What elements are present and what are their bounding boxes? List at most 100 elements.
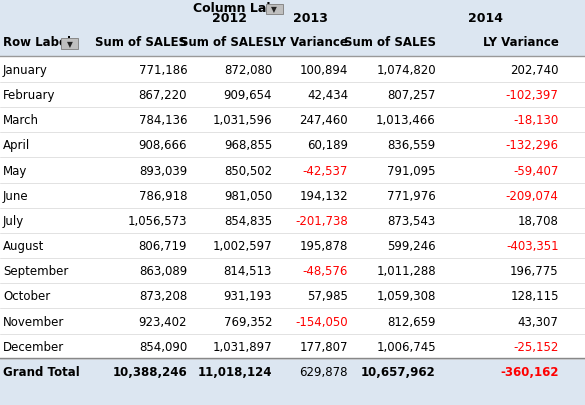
Text: 42,434: 42,434 (307, 89, 348, 102)
FancyBboxPatch shape (266, 4, 283, 15)
Text: 814,513: 814,513 (223, 264, 272, 277)
Text: LY Variance: LY Variance (272, 36, 348, 49)
Text: 771,976: 771,976 (387, 189, 436, 202)
Text: 177,807: 177,807 (300, 340, 348, 353)
Text: 908,666: 908,666 (139, 139, 187, 152)
Text: ▼: ▼ (271, 5, 277, 14)
Text: 854,090: 854,090 (139, 340, 187, 353)
Text: 10,388,246: 10,388,246 (112, 365, 187, 378)
Text: 11,018,124: 11,018,124 (198, 365, 272, 378)
FancyBboxPatch shape (61, 39, 78, 50)
Text: 1,031,897: 1,031,897 (212, 340, 272, 353)
Text: 1,011,288: 1,011,288 (376, 264, 436, 277)
Text: -42,537: -42,537 (302, 164, 348, 177)
Text: February: February (3, 89, 56, 102)
Text: -25,152: -25,152 (513, 340, 559, 353)
Bar (0, 258, 585, 283)
Text: 247,460: 247,460 (300, 114, 348, 127)
Bar (0, 208, 585, 233)
Text: 791,095: 791,095 (387, 164, 436, 177)
Text: 1,006,745: 1,006,745 (376, 340, 436, 353)
Text: Sum of SALES: Sum of SALES (95, 36, 187, 49)
Text: 194,132: 194,132 (300, 189, 348, 202)
Text: 784,136: 784,136 (139, 114, 187, 127)
Text: November: November (3, 315, 64, 328)
Text: 872,080: 872,080 (224, 64, 272, 77)
Text: April: April (3, 139, 30, 152)
Text: Sum of SALES: Sum of SALES (344, 36, 436, 49)
Text: -48,576: -48,576 (302, 264, 348, 277)
Text: -403,351: -403,351 (506, 239, 559, 252)
Text: 909,654: 909,654 (223, 89, 272, 102)
Text: 18,708: 18,708 (518, 214, 559, 227)
Text: 2013: 2013 (292, 12, 328, 25)
Text: 806,719: 806,719 (139, 239, 187, 252)
Text: 2012: 2012 (212, 12, 247, 25)
Text: -59,407: -59,407 (513, 164, 559, 177)
Text: 195,878: 195,878 (300, 239, 348, 252)
Text: July: July (3, 214, 24, 227)
Text: -102,397: -102,397 (506, 89, 559, 102)
Text: 854,835: 854,835 (224, 214, 272, 227)
Text: 100,894: 100,894 (300, 64, 348, 77)
Text: August: August (3, 239, 44, 252)
Text: 196,775: 196,775 (510, 264, 559, 277)
Text: 1,002,597: 1,002,597 (212, 239, 272, 252)
Text: 599,246: 599,246 (387, 239, 436, 252)
Bar (0, 158, 585, 183)
Bar (0, 308, 585, 333)
Text: -209,074: -209,074 (506, 189, 559, 202)
Text: 931,193: 931,193 (223, 290, 272, 303)
Bar (0, 283, 585, 308)
Text: 1,031,596: 1,031,596 (212, 114, 272, 127)
Text: June: June (3, 189, 29, 202)
Text: 786,918: 786,918 (139, 189, 187, 202)
Text: 128,115: 128,115 (510, 290, 559, 303)
Text: 1,013,466: 1,013,466 (376, 114, 436, 127)
Text: 863,089: 863,089 (139, 264, 187, 277)
Bar (0, 107, 585, 132)
Text: 60,189: 60,189 (307, 139, 348, 152)
Text: 873,543: 873,543 (388, 214, 436, 227)
Text: -18,130: -18,130 (514, 114, 559, 127)
Text: Sum of SALES: Sum of SALES (180, 36, 272, 49)
Text: 807,257: 807,257 (387, 89, 436, 102)
Text: 1,056,573: 1,056,573 (128, 214, 187, 227)
Text: 850,502: 850,502 (224, 164, 272, 177)
Text: 812,659: 812,659 (387, 315, 436, 328)
Text: March: March (3, 114, 39, 127)
Bar (0, 57, 585, 82)
Text: -154,050: -154,050 (295, 315, 348, 328)
Text: 771,186: 771,186 (139, 64, 187, 77)
Text: 867,220: 867,220 (139, 89, 187, 102)
Text: 981,050: 981,050 (224, 189, 272, 202)
Text: Column Labe: Column Labe (193, 2, 284, 15)
Text: 893,039: 893,039 (139, 164, 187, 177)
Text: 629,878: 629,878 (300, 365, 348, 378)
Text: -360,162: -360,162 (500, 365, 559, 378)
Bar (0, 82, 585, 107)
Text: 968,855: 968,855 (224, 139, 272, 152)
Text: 1,074,820: 1,074,820 (376, 64, 436, 77)
Text: December: December (3, 340, 64, 353)
Text: 57,985: 57,985 (307, 290, 348, 303)
Text: -132,296: -132,296 (505, 139, 559, 152)
Text: 769,352: 769,352 (223, 315, 272, 328)
Text: 923,402: 923,402 (139, 315, 187, 328)
Bar (0, 183, 585, 208)
Text: January: January (3, 64, 48, 77)
Text: -201,738: -201,738 (295, 214, 348, 227)
Text: September: September (3, 264, 68, 277)
Text: May: May (3, 164, 27, 177)
Text: 1,059,308: 1,059,308 (377, 290, 436, 303)
Bar (0, 233, 585, 258)
Text: October: October (3, 290, 50, 303)
Text: 873,208: 873,208 (139, 290, 187, 303)
Text: 43,307: 43,307 (518, 315, 559, 328)
Bar (0, 132, 585, 158)
Text: 202,740: 202,740 (510, 64, 559, 77)
Text: 2014: 2014 (468, 12, 503, 25)
Text: 10,657,962: 10,657,962 (361, 365, 436, 378)
Bar (0, 333, 585, 358)
Text: 836,559: 836,559 (388, 139, 436, 152)
